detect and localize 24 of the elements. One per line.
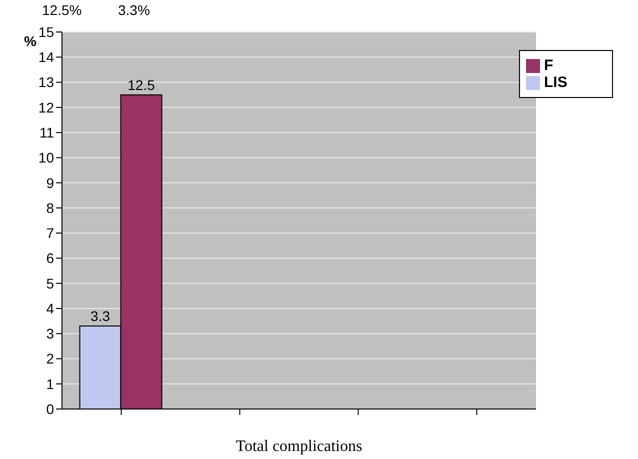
legend-label: LIS <box>544 74 568 91</box>
legend-label: F <box>544 57 554 74</box>
y-tick-label: 10 <box>38 150 54 166</box>
data-label: 3.3 <box>90 308 110 324</box>
y-tick-label: 8 <box>46 200 54 216</box>
y-tick-label: 0 <box>46 400 54 417</box>
text: 12.5% <box>42 2 82 18</box>
y-tick-label: 13 <box>38 74 54 90</box>
y-tick-label: 15 <box>38 24 54 40</box>
y-tick-label: 7 <box>46 225 54 242</box>
y-tick-label: 4 <box>46 300 54 316</box>
y-axis-title: % <box>24 33 36 49</box>
y-tick-label: 6 <box>46 250 54 266</box>
y-tick-label: 12 <box>38 99 54 116</box>
data-label: 12.5 <box>128 76 156 93</box>
y-tick-label: 9 <box>46 174 54 191</box>
y-tick-label: 14 <box>38 49 54 66</box>
text: 3.3% <box>118 2 150 18</box>
y-tick-label: 1 <box>46 376 54 392</box>
x-axis-title: Total complications <box>236 438 362 455</box>
y-tick-label: 2 <box>46 350 54 367</box>
y-tick-label: 11 <box>39 124 54 141</box>
y-tick-label: 5 <box>46 275 54 292</box>
y-tick-label: 3 <box>46 326 54 342</box>
